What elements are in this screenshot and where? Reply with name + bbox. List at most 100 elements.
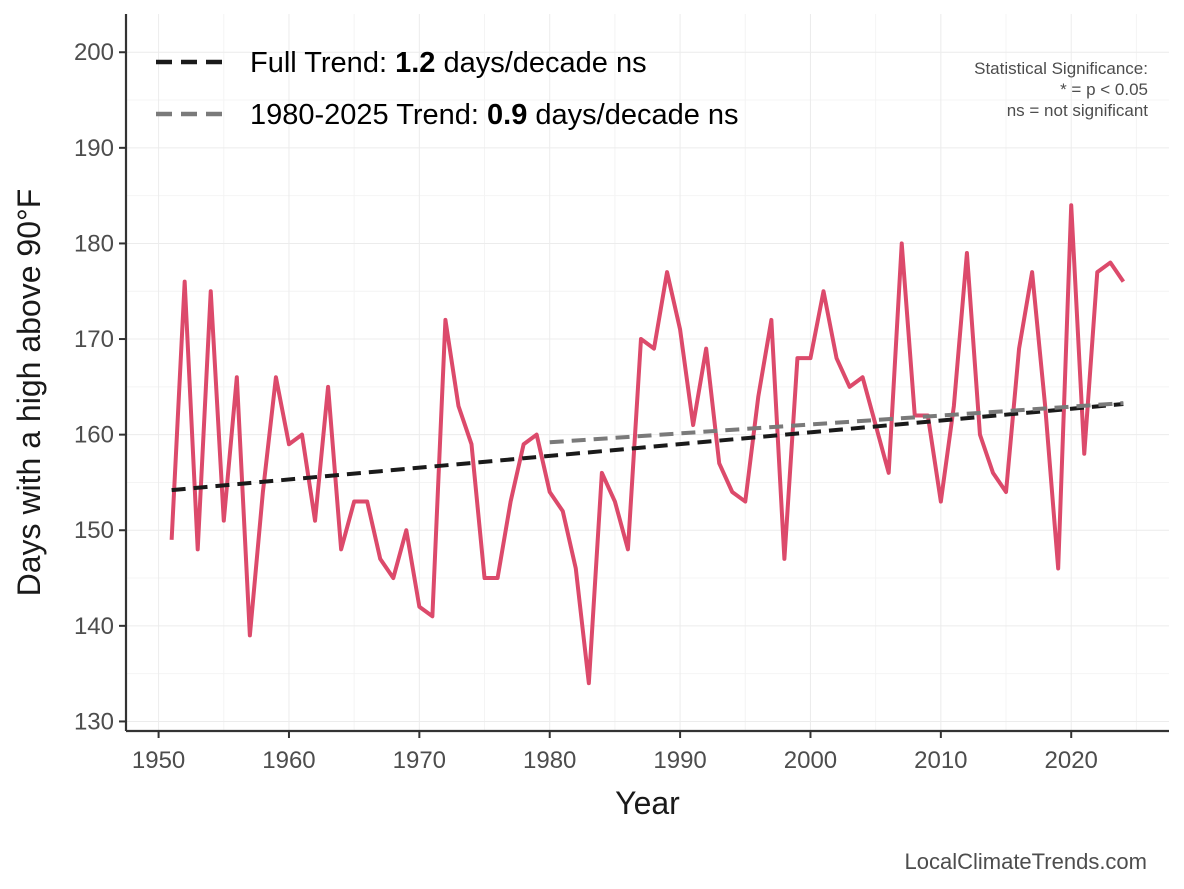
significance-line: Statistical Significance:: [974, 59, 1148, 78]
legend-label: Full Trend: 1.2 days/decade ns: [250, 47, 647, 79]
data-point: [496, 576, 500, 580]
data-point: [808, 356, 812, 360]
x-tick-label: 1960: [262, 747, 315, 774]
y-tick-label: 180: [74, 230, 114, 257]
legend-suffix: days/decade ns: [435, 47, 646, 79]
data-point: [378, 557, 382, 561]
data-point: [756, 394, 760, 398]
significance-line: * = p < 0.05: [1060, 80, 1148, 99]
data-point: [835, 356, 839, 360]
data-point: [848, 385, 852, 389]
data-point: [574, 566, 578, 570]
x-tick-label: 2010: [914, 747, 967, 774]
data-point: [209, 289, 213, 293]
legend-rate-value: 1.2: [395, 47, 435, 79]
data-point: [443, 318, 447, 322]
data-point: [600, 471, 604, 475]
data-point: [1004, 490, 1008, 494]
y-tick-label: 190: [74, 135, 114, 162]
series-line-trend-1: [171, 402, 1124, 493]
data-point: [287, 442, 291, 446]
data-point: [391, 576, 395, 580]
data-point: [1108, 261, 1112, 265]
data-point: [743, 500, 747, 504]
data-point: [691, 423, 695, 427]
data-point: [248, 633, 252, 637]
legend-item-1: Full Trend: 1.2 days/decade ns: [156, 47, 647, 79]
x-tick-label: 2000: [784, 747, 837, 774]
data-point: [456, 404, 460, 408]
data-point: [861, 375, 865, 379]
data-point: [274, 375, 278, 379]
legend-rate-value: 0.9: [487, 99, 527, 131]
data-point: [417, 605, 421, 609]
data-point: [483, 576, 487, 580]
series-line-observed: [169, 203, 1126, 686]
data-point: [300, 433, 304, 437]
data-point: [613, 500, 617, 504]
data-point: [1069, 203, 1073, 207]
x-tick-label: 1970: [393, 747, 446, 774]
data-point: [795, 356, 799, 360]
data-point: [717, 461, 721, 465]
data-point: [1017, 347, 1021, 351]
data-point: [183, 280, 187, 284]
y-tick-label: 170: [74, 326, 114, 353]
significance-note: Statistical Significance: * = p < 0.05 ns …: [974, 59, 1148, 120]
y-tick-label: 150: [74, 517, 114, 544]
data-point: [313, 519, 317, 523]
y-tick-label: 160: [74, 422, 114, 449]
y-tick-label: 200: [74, 39, 114, 66]
data-point: [887, 471, 891, 475]
data-point: [652, 347, 656, 351]
data-point: [1030, 270, 1034, 274]
data-point: [326, 385, 330, 389]
data-point: [730, 490, 734, 494]
data-point: [196, 547, 200, 551]
significance-line: ns = not significant: [1007, 101, 1149, 120]
data-point: [939, 500, 943, 504]
data-point: [1095, 270, 1099, 274]
data-point: [782, 557, 786, 561]
data-point: [587, 681, 591, 685]
credit-text: LocalClimateTrends.com: [905, 849, 1148, 874]
data-point: [1082, 452, 1086, 456]
data-point: [469, 442, 473, 446]
data-point: [978, 433, 982, 437]
data-point: [404, 528, 408, 532]
data-point: [548, 490, 552, 494]
grid: [126, 14, 1169, 731]
data-point: [365, 500, 369, 504]
data-point: [769, 318, 773, 322]
data-point: [509, 500, 513, 504]
data-point: [522, 442, 526, 446]
legend: Full Trend: 1.2 days/decade ns 1980-2025 …: [156, 47, 739, 131]
data-point: [991, 471, 995, 475]
series-layer: [169, 203, 1126, 686]
x-tick-label: 1990: [653, 747, 706, 774]
data-point: [352, 500, 356, 504]
y-tick-label: 130: [74, 708, 114, 735]
data-point: [665, 270, 669, 274]
data-point: [626, 547, 630, 551]
data-point: [678, 327, 682, 331]
data-point: [1121, 280, 1125, 284]
data-point: [430, 614, 434, 618]
data-point: [222, 519, 226, 523]
data-point: [170, 538, 174, 542]
axes: 130 140 150 160 170 180 190 200 1950 1960 1970 1980…: [11, 14, 1169, 821]
series-line-trend-2: [549, 401, 1124, 445]
x-tick-label: 1980: [523, 747, 576, 774]
data-point: [561, 509, 565, 513]
legend-prefix: Full Trend:: [250, 47, 395, 79]
legend-prefix: 1980-2025 Trend:: [250, 99, 487, 131]
data-point: [952, 404, 956, 408]
x-axis-title: Year: [615, 785, 680, 821]
data-point: [704, 347, 708, 351]
legend-suffix: days/decade ns: [527, 99, 738, 131]
y-tick-label: 140: [74, 613, 114, 640]
x-tick-label: 2020: [1045, 747, 1098, 774]
data-point: [261, 490, 265, 494]
y-axis-title: Days with a high above 90°F: [11, 189, 47, 597]
